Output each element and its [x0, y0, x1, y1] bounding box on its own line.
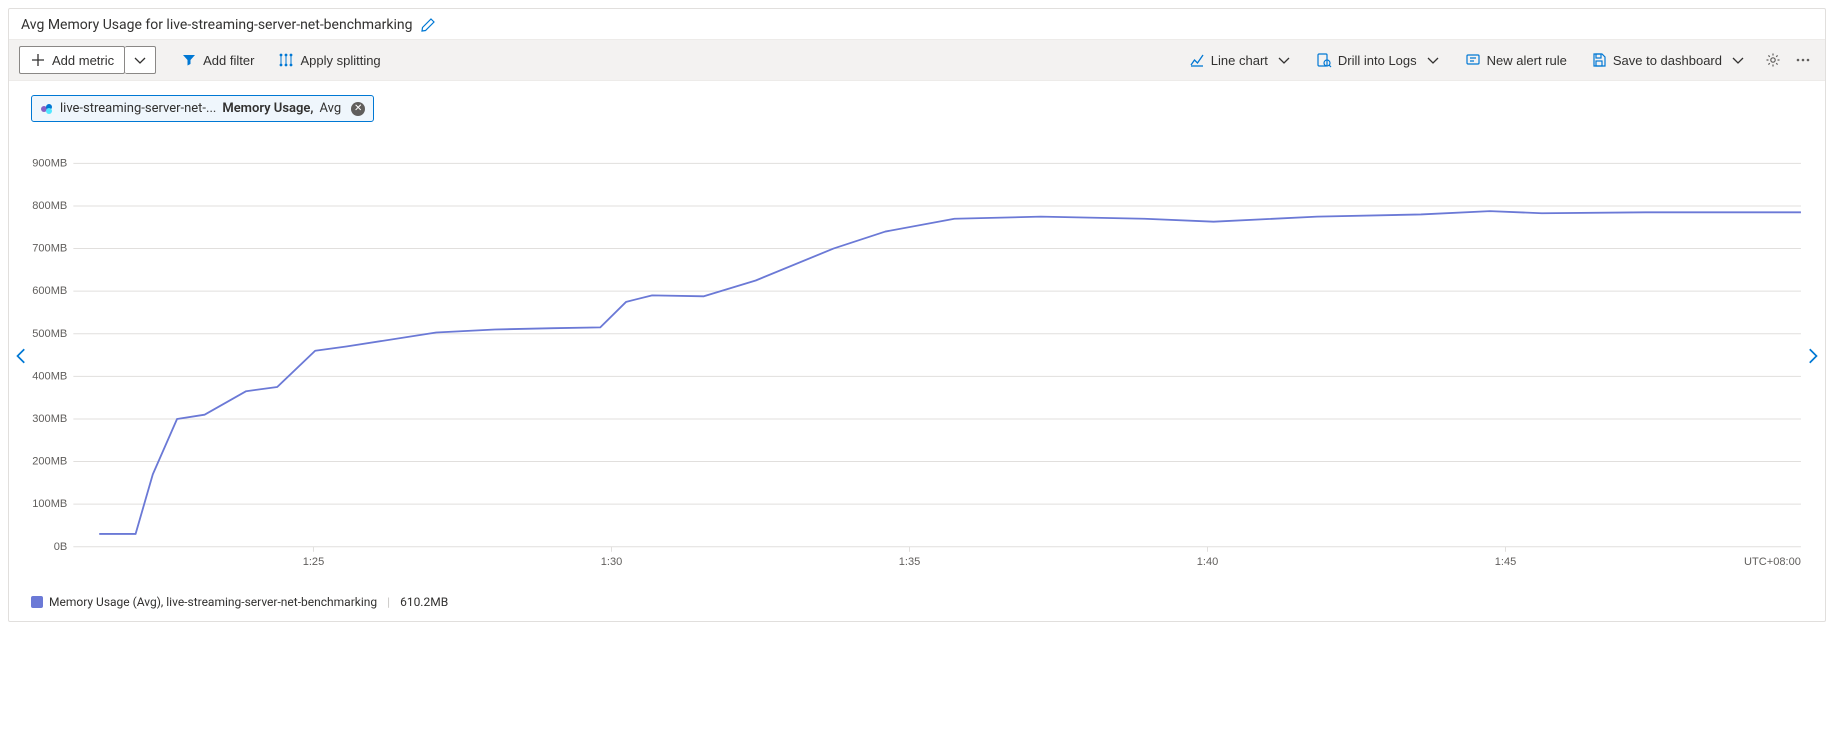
add-metric-group: Add metric: [19, 46, 156, 74]
add-metric-caret[interactable]: [125, 46, 156, 74]
chevron-down-icon: [132, 52, 148, 68]
svg-text:1:45: 1:45: [1495, 556, 1517, 568]
svg-text:800MB: 800MB: [32, 200, 67, 212]
scroll-right-button[interactable]: [1803, 347, 1821, 365]
svg-text:500MB: 500MB: [32, 328, 67, 340]
resource-icon: [40, 102, 54, 116]
add-metric-button[interactable]: Add metric: [19, 46, 125, 74]
svg-text:UTC+08:00: UTC+08:00: [1744, 556, 1801, 568]
new-alert-label: New alert rule: [1487, 54, 1567, 67]
chart-type-label: Line chart: [1211, 54, 1268, 67]
pill-agg: Avg: [319, 101, 341, 116]
save-dashboard-button[interactable]: Save to dashboard: [1582, 47, 1755, 73]
chevron-down-icon: [1276, 52, 1292, 68]
svg-text:100MB: 100MB: [32, 498, 67, 510]
settings-button[interactable]: [1761, 47, 1785, 73]
add-filter-button[interactable]: Add filter: [172, 47, 263, 73]
svg-text:1:30: 1:30: [601, 556, 623, 568]
svg-text:400MB: 400MB: [32, 370, 67, 382]
filter-icon: [181, 52, 197, 68]
drill-logs-label: Drill into Logs: [1338, 54, 1417, 67]
new-alert-button[interactable]: New alert rule: [1456, 47, 1576, 73]
svg-text:0B: 0B: [54, 541, 68, 553]
svg-text:300MB: 300MB: [32, 413, 67, 425]
legend-label: Memory Usage (Avg), live-streaming-serve…: [49, 595, 377, 609]
chevron-down-icon: [1425, 52, 1441, 68]
panel-title-row: Avg Memory Usage for live-streaming-serv…: [9, 9, 1825, 39]
pill-metric: Memory Usage,: [222, 101, 313, 116]
add-filter-label: Add filter: [203, 54, 254, 67]
svg-text:1:35: 1:35: [899, 556, 921, 568]
line-chart-icon: [1189, 52, 1205, 68]
logs-icon: [1316, 52, 1332, 68]
svg-text:600MB: 600MB: [32, 285, 67, 297]
drill-logs-button[interactable]: Drill into Logs: [1307, 47, 1450, 73]
svg-text:200MB: 200MB: [32, 456, 67, 468]
save-icon: [1591, 52, 1607, 68]
edit-title-icon[interactable]: [420, 17, 436, 33]
apply-splitting-button[interactable]: Apply splitting: [269, 47, 389, 73]
legend-swatch: [31, 596, 43, 608]
svg-text:900MB: 900MB: [32, 157, 67, 169]
scroll-left-button[interactable]: [13, 347, 31, 365]
more-icon: [1795, 52, 1811, 68]
save-dashboard-label: Save to dashboard: [1613, 54, 1722, 67]
svg-text:700MB: 700MB: [32, 243, 67, 255]
legend-separator: |: [387, 595, 390, 609]
legend: Memory Usage (Avg), live-streaming-serve…: [9, 589, 1825, 621]
line-chart: 0B 100MB 200MB 300MB 400MB 500MB 600MB 700MB 800…: [21, 134, 1813, 577]
split-icon: [278, 52, 294, 68]
toolbar: Add metric Add filter Apply: [9, 39, 1825, 81]
svg-text:1:25: 1:25: [303, 556, 325, 568]
chevron-down-icon: [1730, 52, 1746, 68]
more-button[interactable]: [1791, 47, 1815, 73]
metric-pill-row: live-streaming-server-net-... Memory Usa…: [9, 81, 1825, 124]
panel-title: Avg Memory Usage for live-streaming-serv…: [21, 17, 412, 33]
legend-value: 610.2MB: [400, 595, 448, 609]
chart-type-button[interactable]: Line chart: [1180, 47, 1301, 73]
plus-icon: [30, 52, 46, 68]
gear-icon: [1765, 52, 1781, 68]
chart-area: 0B 100MB 200MB 300MB 400MB 500MB 600MB 700MB 800…: [9, 124, 1825, 589]
pill-remove-icon[interactable]: ✕: [351, 102, 365, 116]
apply-splitting-label: Apply splitting: [300, 54, 380, 67]
alert-icon: [1465, 52, 1481, 68]
pill-resource: live-streaming-server-net-...: [60, 101, 216, 116]
metrics-panel: Avg Memory Usage for live-streaming-serv…: [8, 8, 1826, 622]
metric-pill[interactable]: live-streaming-server-net-... Memory Usa…: [31, 95, 374, 122]
svg-text:1:40: 1:40: [1197, 556, 1219, 568]
add-metric-label: Add metric: [52, 54, 114, 67]
